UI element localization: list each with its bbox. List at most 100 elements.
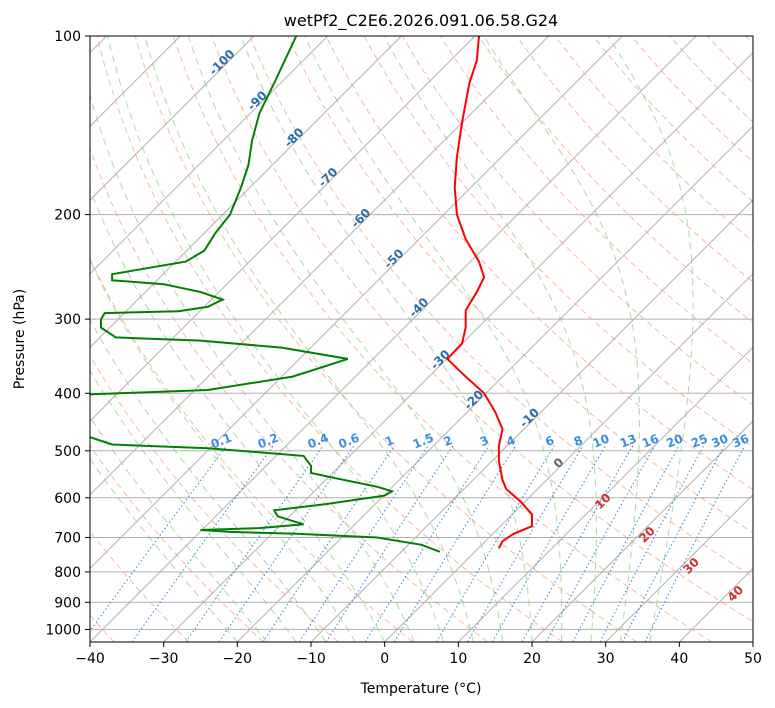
moist-adiabat-line xyxy=(188,36,503,642)
mixing-ratio-line xyxy=(185,445,324,642)
isotherm-line xyxy=(90,36,402,349)
mixing-ratio-label: 3 xyxy=(478,433,491,449)
isotherm-line xyxy=(90,36,329,275)
moist-adiabat-line xyxy=(90,259,356,642)
mixing-ratio-label: 10 xyxy=(591,431,612,450)
x-tick-label: −20 xyxy=(223,651,253,667)
y-tick-label: 300 xyxy=(54,312,81,328)
x-tick-label: 10 xyxy=(449,651,467,667)
y-tick-label: 400 xyxy=(54,386,81,402)
moist-adiabat-line xyxy=(90,188,386,642)
isotherm-line xyxy=(678,567,753,642)
x-axis-label: Temperature (°C) xyxy=(360,681,482,697)
moist-adiabat-line xyxy=(90,93,415,642)
dry-adiabat-line xyxy=(211,36,753,623)
mixing-ratio-label: 1 xyxy=(383,433,396,449)
mixing-ratio-line xyxy=(325,445,454,642)
mixing-ratio-label: 6 xyxy=(543,433,556,449)
dry-adiabat-line xyxy=(439,36,753,365)
dry-adiabat-line xyxy=(745,36,753,45)
dry-adiabat-line xyxy=(325,36,753,491)
moist-adiabat-line xyxy=(144,36,474,642)
dry-adiabat-line xyxy=(516,36,753,283)
dry-adiabat-line xyxy=(669,36,753,124)
chart-title: wetPf2_C2E6.2026.091.06.58.G24 xyxy=(284,11,558,31)
mixing-ratio-label: 8 xyxy=(572,433,585,449)
y-axis-label: Pressure (hPa) xyxy=(12,289,28,389)
dry-adiabat-label: 40 xyxy=(725,583,747,605)
mixing-ratio-label: 0.4 xyxy=(306,431,331,452)
y-tick-label: 800 xyxy=(54,565,81,581)
mixing-ratio-label: 16 xyxy=(640,431,661,450)
isotherm-line xyxy=(90,36,550,496)
mixing-ratio-line xyxy=(467,445,584,642)
dry-adiabat-line xyxy=(287,36,753,534)
isotherm-line xyxy=(752,641,753,642)
isotherm-label: -60 xyxy=(348,206,373,231)
moist-adiabat-line xyxy=(383,36,597,642)
mixing-ratio-line xyxy=(218,445,355,642)
dry-adiabat-line xyxy=(90,147,488,642)
moist-adiabat-line xyxy=(607,36,694,642)
dry-adiabat-label: 30 xyxy=(680,555,702,577)
isotherm-label: -80 xyxy=(281,125,306,150)
mixing-ratio-label: 20 xyxy=(664,431,685,450)
isotherm-label: -100 xyxy=(206,47,237,78)
dry-adiabat-line xyxy=(90,257,414,642)
y-tick-label: 500 xyxy=(54,444,81,460)
dewpoint-profile-line xyxy=(90,36,441,553)
mixing-ratio-line xyxy=(90,445,228,632)
dry-adiabat-line xyxy=(592,36,753,203)
mixing-ratio-label: 30 xyxy=(709,431,730,450)
isotherm-line xyxy=(457,346,753,642)
dry-adiabat-line xyxy=(172,36,712,642)
mixing-ratio-line xyxy=(545,445,656,642)
dry-adiabat-line xyxy=(478,36,753,324)
isotherm-line xyxy=(90,36,476,422)
dry-adiabat-label: 20 xyxy=(636,524,658,546)
isotherm-label: -10 xyxy=(517,405,542,430)
isotherm-line xyxy=(605,493,753,642)
isotherm-line xyxy=(236,125,753,642)
x-tick-label: 30 xyxy=(597,651,615,667)
x-tick-label: −40 xyxy=(75,651,105,667)
isotherm-line xyxy=(90,36,623,570)
moist-adiabat-line xyxy=(90,369,297,642)
y-tick-label: 200 xyxy=(54,208,81,224)
mixing-ratio-label: 0.2 xyxy=(256,431,281,452)
y-tick-label: 600 xyxy=(54,491,81,507)
mixing-ratio-line xyxy=(131,445,274,642)
dry-adiabat-label: 10 xyxy=(592,490,614,512)
isotherm-line xyxy=(310,199,753,642)
moist-adiabat-line xyxy=(483,36,640,642)
mixing-ratio-label: 36 xyxy=(730,431,751,450)
moist-adiabat-line xyxy=(90,415,268,642)
mixing-ratio-line xyxy=(435,445,555,642)
x-tick-label: 0 xyxy=(380,651,389,667)
x-tick-label: 40 xyxy=(670,651,688,667)
mixing-ratio-label: 25 xyxy=(689,431,710,450)
moist-adiabat-line xyxy=(240,36,533,642)
dry-adiabat-line xyxy=(90,444,264,642)
mixing-ratio-line xyxy=(393,445,517,642)
isotherm-line xyxy=(531,420,753,642)
plot-frame xyxy=(89,35,754,643)
moist-adiabat-line xyxy=(304,36,563,642)
mixing-ratio-line xyxy=(364,445,490,642)
y-tick-label: 900 xyxy=(54,595,81,611)
moist-adiabat-line xyxy=(90,318,327,642)
isotherm-line xyxy=(384,272,753,642)
mixing-ratio-line xyxy=(262,445,396,642)
isotherm-line xyxy=(90,36,255,201)
mixing-ratio-line xyxy=(621,445,725,642)
dry-adiabat-line xyxy=(96,36,563,642)
y-tick-label: 700 xyxy=(54,531,81,547)
y-tick-label: 100 xyxy=(54,29,81,45)
y-tick-label: 1000 xyxy=(45,622,81,638)
isotherm-line xyxy=(90,36,697,642)
temperature-profile-line xyxy=(445,36,533,549)
isotherm-label: -70 xyxy=(315,165,340,190)
dry-adiabat-line xyxy=(90,354,339,642)
mixing-ratio-line xyxy=(644,445,746,642)
